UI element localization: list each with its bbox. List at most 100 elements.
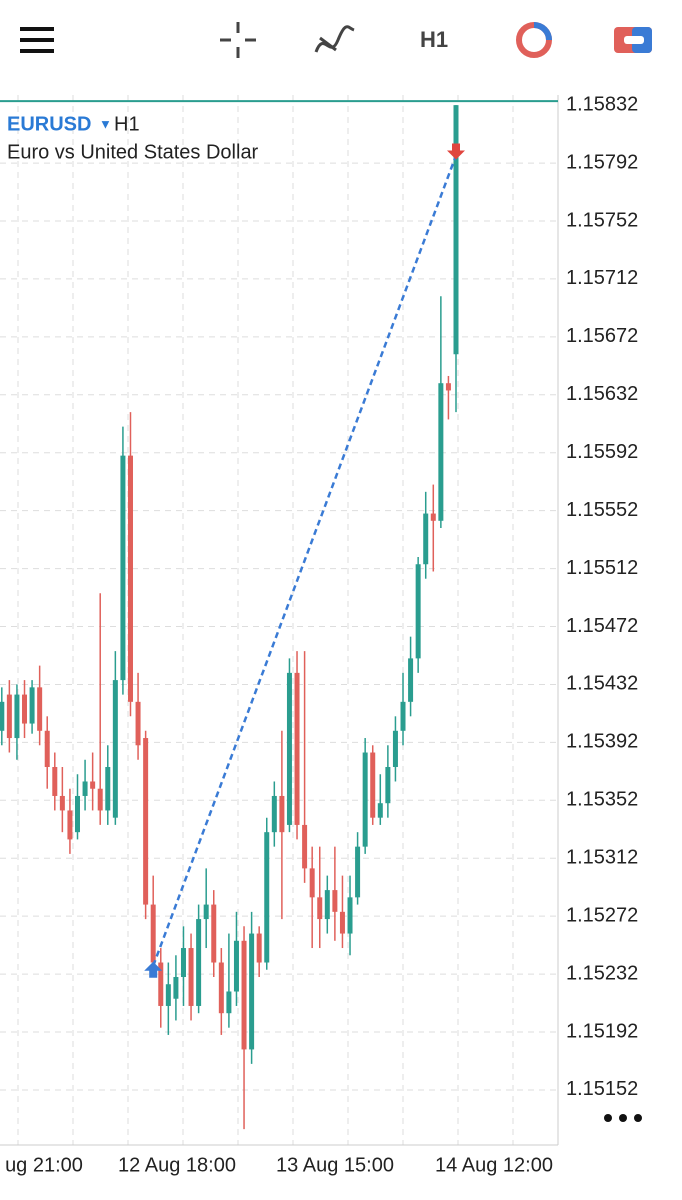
candle-body [408, 658, 414, 702]
chart: 1.15792 1.15752 1.15712 1.15672 1.15632 1.155… [0, 93, 638, 1176]
candle-body [324, 890, 330, 920]
candle-body [67, 810, 73, 840]
candle-body [6, 694, 12, 739]
y-tick-label: 1.15592 [566, 441, 638, 463]
candle-body [286, 672, 292, 825]
timeframe-button[interactable]: H1 [420, 27, 448, 52]
x-tick-label: 13 Aug 15:00 [276, 1154, 394, 1176]
candle-body [332, 890, 338, 912]
candle-body [150, 904, 156, 963]
y-tick-label: 1.15232 [566, 962, 638, 984]
y-tick-label: 1.15552 [566, 499, 638, 521]
candle-body [59, 795, 65, 811]
candle-body [211, 904, 217, 963]
trade-button[interactable] [516, 22, 552, 58]
candle-body [0, 701, 5, 731]
candle-body [97, 788, 103, 811]
y-tick-label: 1.15192 [566, 1020, 638, 1042]
symbol[interactable]: EURUSD [7, 113, 91, 135]
candle-body [105, 767, 111, 811]
candle-body [294, 672, 300, 825]
x-tick-label: 14 Aug 12:00 [435, 1154, 553, 1176]
candle-body [355, 846, 361, 898]
candle-body [256, 933, 262, 963]
y-tick-label: 1.15792 [566, 151, 638, 173]
candle-body [362, 752, 368, 847]
candle-body [14, 694, 20, 739]
candle-body [75, 795, 80, 833]
candle-body [120, 455, 126, 681]
timeframe: H1 [114, 113, 140, 135]
candle-body [158, 962, 164, 1006]
candle-body [423, 513, 429, 565]
candle-body [37, 687, 43, 731]
candle-body [196, 919, 202, 1006]
candle-body [218, 962, 224, 1014]
indicators-button[interactable] [314, 25, 355, 53]
y-tick-label: 1.15472 [566, 615, 638, 637]
y-tick-label: 1.15712 [566, 267, 638, 289]
more-button[interactable] [604, 1114, 642, 1122]
candle-body [127, 455, 133, 702]
y-tick-label: 1.15312 [566, 847, 638, 869]
candle-body [173, 977, 179, 999]
candle-body [309, 868, 315, 898]
candle-body [400, 701, 406, 731]
candle-body [135, 701, 141, 746]
current-price-label: 1.15832 [566, 93, 638, 115]
candle-body [112, 680, 118, 818]
x-tick-label: 12 Aug 18:00 [118, 1154, 236, 1176]
y-tick-label: 1.15512 [566, 557, 638, 579]
candle-body [188, 948, 194, 1006]
candle-body [430, 513, 436, 521]
buy-arrow [144, 961, 163, 978]
candle-body [271, 795, 277, 833]
y-tick-label: 1.15672 [566, 325, 638, 347]
candle-body [82, 781, 88, 796]
trade-line [152, 155, 458, 967]
candle-body [317, 897, 323, 920]
y-tick-label: 1.15632 [566, 383, 638, 405]
menu-button[interactable] [20, 27, 54, 53]
candle-body [233, 940, 239, 992]
y-tick-label: 1.15392 [566, 731, 638, 753]
candle-body [264, 832, 270, 963]
y-tick-label: 1.15752 [566, 209, 638, 231]
candle-body [438, 383, 444, 521]
candle-body [392, 730, 398, 767]
candle-body [143, 738, 149, 905]
candle-body [370, 752, 376, 818]
y-tick-label: 1.15352 [566, 789, 638, 811]
candle-body [385, 767, 391, 804]
candle-body [377, 803, 383, 818]
x-tick-label: ug 21:00 [5, 1154, 83, 1176]
candle-body [453, 105, 459, 355]
sell-arrow [447, 143, 465, 160]
candle-body [22, 694, 28, 724]
candle-body [90, 781, 96, 789]
y-tick-label: 1.15272 [566, 904, 638, 926]
candle-body [203, 904, 209, 920]
crosshair-button[interactable] [220, 22, 256, 58]
y-tick-label: 1.15432 [566, 673, 638, 695]
candle-body [347, 897, 353, 934]
y-tick-label: 1.15152 [566, 1078, 638, 1100]
candle-body [249, 933, 255, 1050]
windows-button[interactable] [614, 27, 652, 53]
symbol-description: Euro vs United States Dollar [7, 141, 259, 163]
candle-body [279, 795, 285, 833]
candle-body [339, 911, 345, 934]
candle-body [180, 948, 186, 977]
candle-body [52, 767, 58, 796]
candle-body [415, 564, 421, 659]
candle-body [241, 940, 247, 1050]
candle-body [445, 383, 451, 391]
candle-body [226, 991, 232, 1014]
candle-body [165, 984, 171, 1006]
candle-body [302, 824, 308, 869]
candle-body [44, 730, 50, 767]
symbol-dropdown[interactable]: ▼ [99, 116, 112, 131]
candle-body [29, 687, 35, 724]
